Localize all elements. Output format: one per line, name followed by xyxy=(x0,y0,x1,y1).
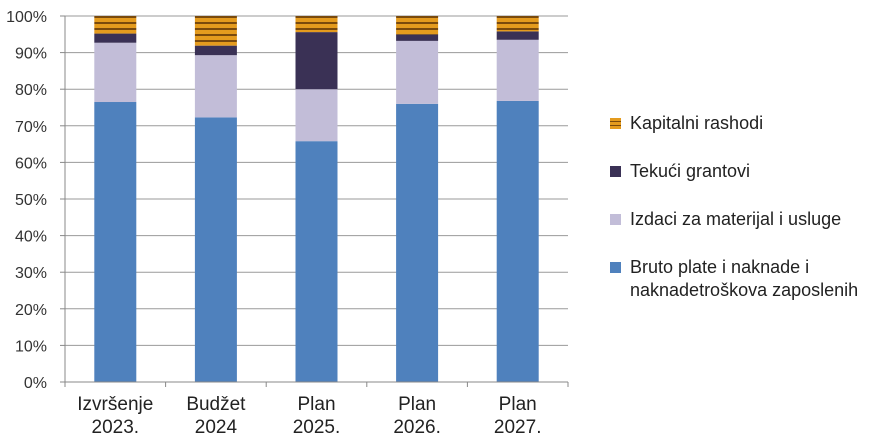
legend-label: Tekući grantovi xyxy=(630,161,751,181)
bar-segment xyxy=(194,55,237,118)
y-tick-label: 10% xyxy=(15,338,47,355)
bar-segment xyxy=(295,89,338,142)
legend-label: Izdaci za materijal i usluge xyxy=(630,209,842,229)
y-tick-label: 0% xyxy=(24,375,47,392)
legend-label: Bruto plate i naknade i naknadetroškova … xyxy=(630,257,859,300)
x-category-label: Plan xyxy=(398,394,436,415)
bar-segment xyxy=(94,16,137,34)
legend-swatch-bruto-plate xyxy=(610,262,621,273)
bar-segment xyxy=(496,100,539,383)
x-category-label: Izvršenje xyxy=(77,394,153,415)
legend-label: Kapitalni rashodi xyxy=(630,113,764,133)
bar-segment xyxy=(295,32,338,90)
y-tick-labels: 0% 10% 20% 30% 40% 50% 60% 70% 80% 90% 100% xyxy=(6,9,65,392)
x-category-label: 2024 xyxy=(195,417,238,438)
bar-segment xyxy=(396,16,439,35)
y-tick-label: 40% xyxy=(15,229,47,246)
bar-segment xyxy=(396,103,439,382)
x-category-label: 2027. xyxy=(494,417,542,438)
x-category-label: Plan xyxy=(297,394,335,415)
bar-segment xyxy=(496,16,539,32)
legend-swatch-kapitalni-rashodi xyxy=(610,118,621,129)
x-category-label: 2025. xyxy=(293,417,341,438)
bar-segment xyxy=(194,45,237,56)
y-tick-label: 30% xyxy=(15,265,47,282)
y-tick-label: 100% xyxy=(6,9,47,26)
x-category-labels: Izvršenje2023.Budžet2024Plan2025.Plan202… xyxy=(77,394,541,438)
legend-swatch-izdaci-materijal xyxy=(610,214,621,225)
bar-segment xyxy=(194,117,237,382)
bar-segment xyxy=(396,40,439,104)
y-tick-label: 90% xyxy=(15,46,47,63)
legend-item-bruto-plate: Bruto plate i naknade i naknadetroškova … xyxy=(610,256,885,302)
x-category-label: 2026. xyxy=(393,417,441,438)
x-category-label: 2023. xyxy=(92,417,140,438)
y-tick-label: 60% xyxy=(15,155,47,172)
x-category-label: Budžet xyxy=(186,394,246,415)
legend-item-tekuci-grantovi: Tekući grantovi xyxy=(610,160,885,183)
bar-segment xyxy=(295,141,338,382)
y-tick-label: 50% xyxy=(15,192,47,209)
legend: Kapitalni rashodi Tekući grantovi Izdaci… xyxy=(610,112,885,327)
y-tick-label: 20% xyxy=(15,302,47,319)
y-tick-label: 70% xyxy=(15,119,47,136)
x-category-label: Plan xyxy=(499,394,537,415)
bar-segment xyxy=(295,16,338,33)
bar-segment xyxy=(194,16,237,46)
bar-segment xyxy=(94,42,137,103)
legend-swatch-tekuci-grantovi xyxy=(610,166,621,177)
legend-item-kapitalni-rashodi: Kapitalni rashodi xyxy=(610,112,885,135)
legend-item-izdaci-materijal: Izdaci za materijal i usluge xyxy=(610,208,885,231)
y-tick-label: 80% xyxy=(15,82,47,99)
bars xyxy=(94,16,539,383)
bar-segment xyxy=(396,34,439,41)
bar-segment xyxy=(496,31,539,40)
bar-segment xyxy=(94,33,137,43)
bar-segment xyxy=(496,39,539,101)
bar-segment xyxy=(94,102,137,382)
